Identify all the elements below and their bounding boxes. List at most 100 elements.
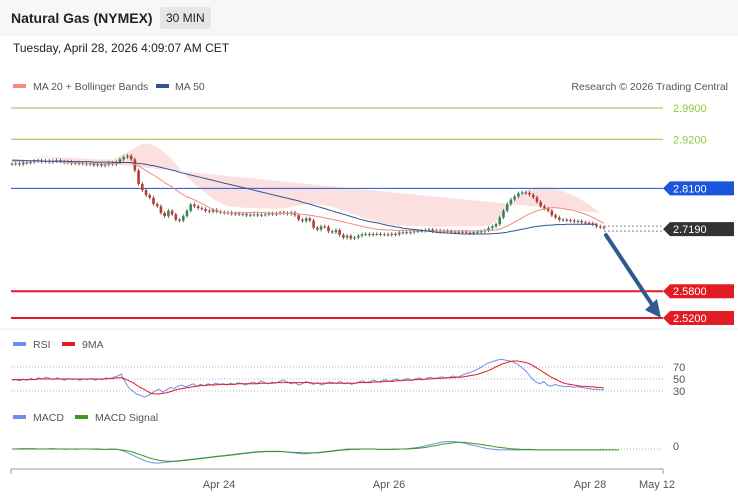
legend-rsi[interactable]: RSI [33,339,51,351]
candle-body [420,230,423,232]
candle-body [349,235,353,239]
candle-body [576,221,580,223]
candle-body [379,234,382,235]
candle-body [260,214,263,216]
rsi-tick-30: 30 [673,386,685,398]
candle-body [163,213,166,217]
candle-body [539,201,543,207]
rsi-9ma-line [12,360,605,395]
candle-body [323,226,327,228]
candle-body [18,163,21,165]
candle-body [390,234,394,235]
candle-body [301,219,304,222]
candle-body [598,226,602,228]
candle-body [126,155,129,158]
ma50-line [12,160,597,235]
candle-body [96,164,99,166]
price-legend: MA 20 + Bollinger Bands MA 50 Research ©… [13,81,728,93]
candle-body [211,209,215,212]
candle-body [118,159,122,163]
candle-body [531,194,535,198]
candle-body [550,210,554,216]
timestamp: Tuesday, April 28, 2026 4:09:07 AM CET [13,41,230,55]
legend-rsi-9ma[interactable]: 9MA [82,339,104,351]
level-label-resistance: 2.9200 [673,134,707,146]
candle-body [584,222,587,224]
candle-body [558,217,561,220]
legend-macd-swatch [13,415,26,419]
candle-body [33,161,36,163]
candle-body [234,213,237,215]
x-tick-apr24: Apr 24 [203,479,235,491]
candle-body [554,215,557,218]
candle-body [204,208,207,211]
candle-body [602,227,606,229]
candle-body [241,213,245,215]
timeframe-button[interactable]: 30 MIN [160,7,211,29]
candle-body [513,196,516,200]
candle-body [137,170,140,184]
instrument-title: Natural Gas (NYMEX) [11,10,153,26]
credit: Research © 2026 Trading Central [571,81,728,93]
candle-body [100,164,103,166]
candle-body [356,235,360,238]
candle-body [524,192,528,194]
candle-body [152,197,155,205]
candle-body [345,235,349,238]
candle-body [565,219,569,221]
candle-body [185,210,189,217]
candle-body [505,204,509,211]
legend-ma50[interactable]: MA 50 [175,81,205,93]
legend-macd-signal[interactable]: MACD Signal [95,412,158,424]
candle-body [92,163,96,166]
candle-body [308,218,312,221]
candle-body [468,232,472,234]
candle-body [148,195,152,198]
candle-body [360,234,364,236]
candle-body [319,226,323,230]
candle-body [334,229,338,233]
moving-averages [12,159,605,235]
legend-ma20[interactable]: MA 20 + Bollinger Bands [33,81,148,93]
candle-body [368,234,371,235]
candle-body [155,204,159,207]
candle-body [316,227,319,230]
candle-body [479,231,483,233]
candle-body [256,214,260,216]
candle-body [178,219,181,221]
candle-body [546,208,550,211]
macd-panel: MACD MACD Signal 0 [12,412,679,464]
candle-body [103,164,107,166]
level-tag-last [663,222,734,237]
candle-body [159,206,163,213]
candle-body [208,210,211,212]
candle-body [569,220,572,222]
projection-arrow-head [645,299,661,318]
rsi-tick-70: 70 [673,362,685,374]
candle-body [73,162,77,164]
macd-line [12,441,604,464]
chart-header: Natural Gas (NYMEX) 30 MIN [0,0,738,36]
candle-body [405,232,408,234]
level-label-support: 2.5200 [673,313,707,325]
candle-body [580,221,583,223]
candle-body [397,232,401,235]
candle-body [342,234,345,238]
legend-rsi-swatch [13,342,26,346]
candle-body [476,231,479,233]
candle-body [520,192,524,194]
candle-body [312,220,315,228]
candle-body [401,232,405,234]
candle-body [364,234,368,235]
candle-body [189,204,193,211]
candle-body [409,232,412,234]
rsi-tick-50: 50 [673,374,685,386]
candle-body [196,206,200,209]
candle-body [248,214,252,216]
candle-body [509,199,513,205]
legend-macd[interactable]: MACD [33,412,64,424]
candle-body [252,214,256,216]
candle-body [431,229,435,232]
candle-body [595,224,598,227]
